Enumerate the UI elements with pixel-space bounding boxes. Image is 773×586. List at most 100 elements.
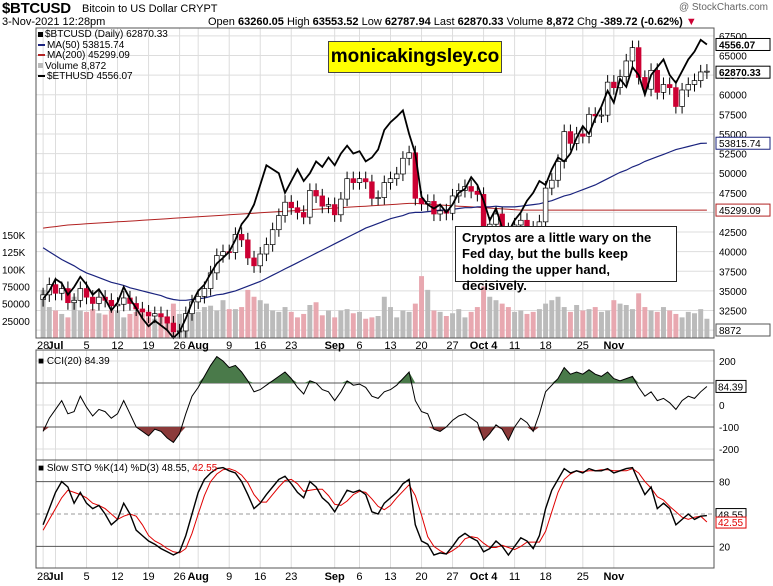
volume-bar [685, 311, 691, 338]
volume-bar [592, 307, 598, 338]
chart-date: 3-Nov-2021 12:28pm [2, 16, 106, 28]
volume-bar [567, 311, 573, 338]
volume-bar [474, 307, 480, 338]
volume-bar [127, 313, 133, 338]
volume-bar [450, 313, 456, 338]
volume-bar [493, 300, 499, 338]
price-axis-label: 57500 [719, 110, 747, 121]
candle-body [139, 308, 146, 313]
x-tick-label: Nov [603, 571, 625, 583]
volume-bar [282, 307, 288, 338]
cci-negative-fill [43, 427, 540, 443]
candle-body [369, 181, 375, 199]
price-tag-box [715, 37, 771, 51]
volume-bar [102, 314, 108, 338]
x-tick-label: 12 [111, 340, 123, 352]
candle-body [611, 81, 617, 88]
volume-axis-label: 50000 [2, 300, 30, 311]
sto-axis-label: 20 [719, 542, 731, 553]
candle-body [660, 84, 667, 93]
price-tag-box [715, 323, 771, 337]
x-tick-label: 20 [415, 340, 427, 352]
panel-frame [35, 27, 715, 339]
volume-bar [698, 309, 704, 338]
volume-bar [654, 311, 660, 338]
price-tag: 53815.74 [719, 139, 761, 150]
price-legend: $BTCUSD (Daily) 62870.33 MA(50) 53815.74… [38, 29, 168, 83]
volume-bar [96, 313, 102, 338]
x-tick-label: 28 [37, 340, 49, 352]
candle-body [437, 210, 443, 215]
candle-body [319, 195, 325, 207]
volume-bar [518, 310, 524, 338]
volume-bar [388, 307, 393, 338]
cci-axis-label: 200 [719, 357, 736, 368]
price-axis-label: 52500 [719, 150, 747, 161]
candle-body [220, 251, 226, 256]
candle-body [108, 299, 115, 307]
volume-bar [636, 293, 642, 338]
x-tick-label: 25 [577, 571, 589, 583]
candle-body [561, 131, 567, 162]
price-axis-label: 67500 [719, 32, 747, 43]
x-tick-label: Oct 4 [470, 571, 498, 583]
cci-label: ■ CCI(20) 84.39 [38, 356, 110, 367]
price-tag-box [715, 203, 771, 217]
volume-bar [642, 307, 648, 338]
volume-bar [158, 316, 164, 338]
volume-bar [660, 307, 666, 338]
x-tick-label: 13 [384, 571, 396, 583]
volume-bar [226, 309, 232, 338]
volume-bar [505, 307, 511, 338]
volume-bar [301, 313, 307, 338]
volume-bar [152, 318, 158, 338]
volume-bar [425, 289, 431, 338]
ethusd-line [42, 38, 708, 340]
candle-body [344, 178, 350, 200]
volume-bar [555, 296, 561, 338]
candle-body [245, 239, 251, 259]
candle-body [152, 313, 158, 317]
x-tick-label: 20 [415, 571, 427, 583]
x-tick-label: 5 [83, 571, 89, 583]
last-value: 62870.33 [457, 16, 504, 28]
x-tick-label: 6 [356, 340, 362, 352]
cci-last-tag: 84.39 [718, 382, 743, 393]
candle-body [238, 234, 245, 241]
x-tick-label: 18 [539, 340, 551, 352]
volume-bar [108, 310, 114, 338]
x-tick-label: 23 [285, 340, 297, 352]
moving-averages [42, 142, 707, 301]
volume-bar [406, 311, 412, 338]
grid-lines [36, 28, 714, 568]
candle-body [59, 288, 65, 294]
volume-bar [208, 305, 214, 338]
candle-body [654, 70, 660, 93]
price-tag-box [715, 136, 771, 150]
candle-body [338, 198, 344, 216]
x-tick-label: 6 [356, 571, 362, 583]
candle-body [201, 288, 208, 297]
x-tick-label: 13 [384, 340, 396, 352]
x-tick-label: Aug [187, 571, 208, 583]
candle-body [375, 197, 381, 199]
sto-k-tag: 48.55 [718, 511, 743, 522]
candles [40, 40, 710, 339]
candle-body [52, 284, 59, 294]
candle-body [542, 187, 549, 223]
x-tick-label: 11 [509, 340, 520, 352]
candle-body [642, 77, 648, 90]
volume-bar [90, 309, 96, 338]
volume-value: 8,872 [546, 16, 574, 28]
price-tag: 62870.33 [719, 68, 761, 79]
candle-body [468, 186, 474, 192]
candle-body [170, 322, 177, 333]
x-tick-label: 16 [254, 571, 266, 583]
x-tick-label: 9 [226, 571, 232, 583]
volume-bar [530, 311, 536, 338]
volume-bar [121, 317, 127, 338]
candle-body [83, 288, 90, 298]
axes: 6750065000625006000057500550005250050000… [2, 27, 771, 569]
